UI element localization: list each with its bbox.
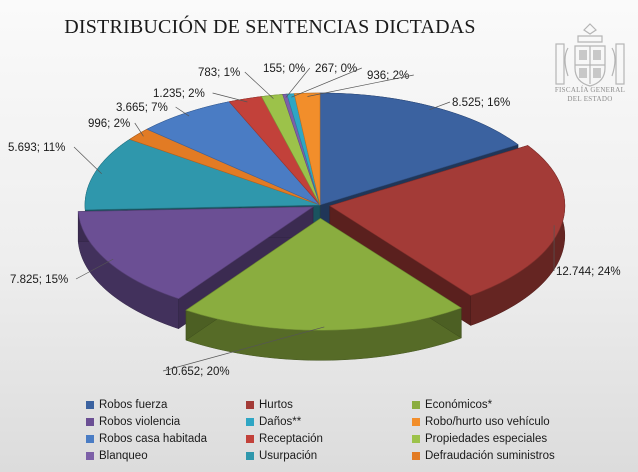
legend-label: Robo/hurto uso vehículo xyxy=(425,416,550,428)
leader-line xyxy=(73,146,102,174)
legend-label: Blanqueo xyxy=(99,450,148,462)
leader-line xyxy=(175,106,190,117)
slice-label: 783; 1% xyxy=(198,67,240,79)
chart-legend: Robos fuerza Hurtos Económicos* Robos viole… xyxy=(86,397,586,464)
legend-label: Robos fuerza xyxy=(99,399,168,411)
logo-text: FISCALÍA GENERAL DEL ESTADO xyxy=(548,86,632,104)
legend-item: Robos fuerza xyxy=(86,397,246,413)
legend-label: Usurpación xyxy=(259,450,318,462)
pie-chart: 8.525; 16% 12.744; 24% 10.652; 20% 7.825; 1… xyxy=(8,63,621,378)
slice-labels: 8.525; 16% 12.744; 24% 10.652; 20% 7.825; 1… xyxy=(8,63,621,378)
leader-line xyxy=(162,326,325,372)
legend-item: Usurpación xyxy=(246,448,412,464)
legend-swatch xyxy=(86,401,94,409)
legend-label: Robos violencia xyxy=(99,416,181,428)
legend-swatch xyxy=(246,401,254,409)
chart-title: DISTRIBUCIÓN DE SENTENCIAS DICTADAS xyxy=(64,16,476,38)
leader-line xyxy=(285,67,311,98)
logo-text-line2: DEL ESTADO xyxy=(567,95,613,103)
leader-line xyxy=(134,122,144,137)
leader-line xyxy=(75,258,114,280)
legend-label: Propiedades especiales xyxy=(425,433,548,445)
legend-item: Robo/hurto uso vehículo xyxy=(412,414,582,430)
leader-line xyxy=(291,67,362,98)
legend-swatch xyxy=(412,435,420,443)
legend-swatch xyxy=(412,452,420,460)
slice-label: 267; 0% xyxy=(315,63,357,75)
slice-label: 5.693; 11% xyxy=(8,142,65,154)
legend-swatch xyxy=(86,418,94,426)
legend-item: Robos casa habitada xyxy=(86,431,246,447)
pie-slice-robos-violencia xyxy=(77,206,314,300)
leader-line xyxy=(307,74,414,97)
legend-item: Blanqueo xyxy=(86,448,246,464)
legend-item: Daños** xyxy=(246,414,412,430)
slice-label: 12.744; 24% xyxy=(556,266,621,278)
logo-text-line1: FISCALÍA GENERAL xyxy=(554,86,626,94)
coat-of-arms-logo xyxy=(555,23,625,87)
pie-slice-usurpaci-n xyxy=(84,139,321,211)
legend-item: Receptación xyxy=(246,431,412,447)
pie-slice-robo-hurto-uso-veh-culo xyxy=(293,92,321,206)
slice-label: 10.652; 20% xyxy=(165,366,230,378)
legend-swatch xyxy=(86,435,94,443)
legend-label: Defraudación suministros xyxy=(425,450,555,462)
legend-item: Defraudación suministros xyxy=(412,448,582,464)
legend-label: Daños** xyxy=(259,416,302,428)
slice-label: 155; 0% xyxy=(263,63,305,75)
legend-item: Económicos* xyxy=(412,397,582,413)
legend-label: Hurtos xyxy=(259,399,293,411)
legend-swatch xyxy=(412,418,420,426)
pie-tops xyxy=(77,92,566,331)
pie-slice-hurtos xyxy=(329,145,566,296)
leader-line xyxy=(244,71,274,99)
legend-label: Económicos* xyxy=(425,399,493,411)
slice-label: 936; 2% xyxy=(367,70,409,82)
legend-swatch xyxy=(246,418,254,426)
legend-swatch xyxy=(246,435,254,443)
slice-label: 7.825; 15% xyxy=(10,274,68,286)
slice-label: 3.665; 7% xyxy=(116,102,168,114)
legend-label: Robos casa habitada xyxy=(99,433,208,445)
slice-label: 8.525; 16% xyxy=(452,97,510,109)
pie-slice-econ-micos- xyxy=(185,217,462,331)
pie-slice-robos-fuerza xyxy=(319,92,519,206)
legend-swatch xyxy=(412,401,420,409)
legend-item: Propiedades especiales xyxy=(412,431,582,447)
legend-item: Robos violencia xyxy=(86,414,246,430)
leader-line xyxy=(212,92,248,103)
legend-swatch xyxy=(246,452,254,460)
slice-label: 1.235; 2% xyxy=(153,88,205,100)
legend-label: Receptación xyxy=(259,433,323,445)
leader-line xyxy=(429,101,451,111)
slice-label: 996; 2% xyxy=(88,118,130,130)
legend-swatch xyxy=(86,452,94,460)
legend-item: Hurtos xyxy=(246,397,412,413)
